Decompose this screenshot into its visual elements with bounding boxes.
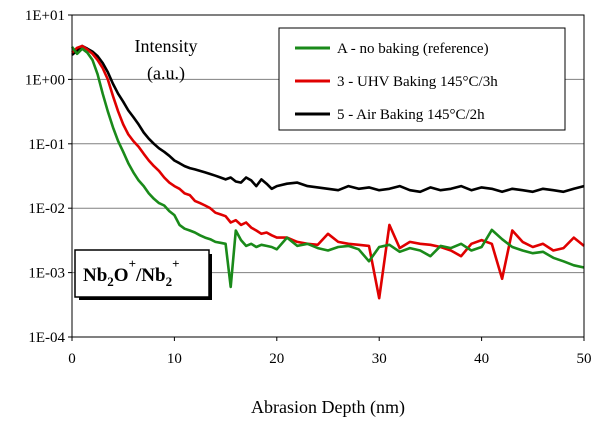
x-axis-ticks: 0 10 20 30 40 50 [68, 337, 592, 367]
ratio-label-frame [74, 249, 210, 298]
x-tick-label: 40 [474, 351, 489, 367]
y-axis-label-line1: Intensity [135, 36, 198, 56]
ratio-label: Nb2O+/Nb2+ [83, 256, 180, 289]
ratio-label-part: 2 [107, 274, 114, 289]
legend-label: A - no baking (reference) [337, 41, 489, 57]
legend: A - no baking (reference) 3 - UHV Baking … [278, 27, 566, 131]
series-line-3 [71, 44, 585, 194]
ratio-label-part: 2 [166, 274, 173, 289]
y-axis-label-line2: (a.u.) [147, 63, 185, 84]
y-axis-ticks: 1E-04 1E-03 1E-02 1E-01 1E+00 1E+01 [25, 8, 72, 346]
y-tick-label: 1E-03 [28, 266, 65, 282]
series-layer [70, 44, 585, 300]
y-tick-label: 1E+00 [25, 72, 65, 88]
legend-items: A - no baking (reference) 3 - UHV Baking … [295, 41, 498, 123]
x-tick-label: 30 [372, 351, 387, 367]
y-tick-label: 1E-02 [28, 201, 65, 217]
x-tick-label: 10 [167, 351, 182, 367]
series-line-1 [70, 46, 585, 289]
ratio-label-shadow [209, 254, 212, 300]
ratio-label-part: + [172, 256, 179, 271]
ratio-label-part: Nb [83, 265, 107, 286]
ratio-label-shadow-bottom [79, 297, 212, 300]
ratio-label-box: Nb2O+/Nb2+ [74, 249, 212, 300]
x-tick-label: 20 [269, 351, 284, 367]
legend-label: 5 - Air Baking 145°C/2h [337, 107, 485, 123]
ratio-label-part: O [114, 265, 129, 286]
y-tick-label: 1E-01 [28, 137, 65, 153]
x-tick-label: 50 [577, 351, 592, 367]
y-tick-label: 1E-04 [28, 330, 65, 346]
x-tick-label: 0 [68, 351, 76, 367]
y-tick-label: 1E+01 [25, 8, 65, 24]
ratio-label-part: + [129, 256, 136, 271]
ratio-label-part: /Nb [135, 265, 166, 286]
x-axis-label: Abrasion Depth (nm) [251, 397, 405, 418]
legend-label: 3 - UHV Baking 145°C/3h [337, 74, 498, 90]
series-line-2 [71, 44, 585, 300]
plot-frame [71, 14, 585, 338]
